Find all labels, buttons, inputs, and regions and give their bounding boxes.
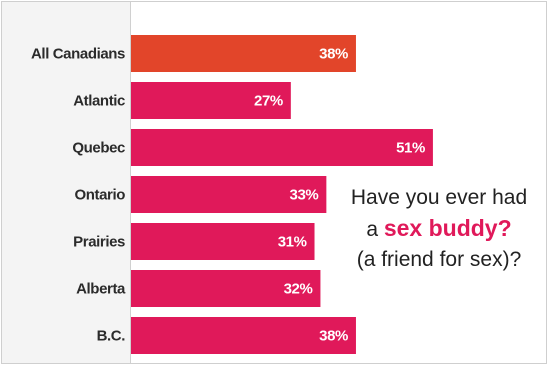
- category-label: Ontario: [74, 187, 125, 204]
- bar-b-c: [131, 317, 356, 354]
- value-label: 38%: [319, 46, 348, 63]
- value-label: 31%: [278, 234, 307, 251]
- category-label: Quebec: [72, 140, 125, 157]
- value-label: 32%: [284, 281, 313, 298]
- bar-alberta: [131, 270, 321, 307]
- bar-quebec: [131, 129, 433, 166]
- category-label: Prairies: [73, 234, 125, 251]
- category-label: Alberta: [76, 281, 126, 298]
- question-highlight: sex buddy?: [383, 215, 512, 241]
- category-label: B.C.: [97, 328, 126, 345]
- category-label: All Canadians: [31, 46, 125, 63]
- question-line-1: Have you ever had: [350, 186, 528, 209]
- bars-layer: All Canadians 38% Atlantic 27% Quebec 51% Onta…: [31, 35, 433, 354]
- value-label: 33%: [290, 187, 319, 204]
- category-label: Atlantic: [73, 93, 125, 110]
- value-label: 38%: [319, 328, 348, 345]
- question-line-2: a sex buddy?: [336, 213, 542, 245]
- bar-atlantic: [131, 82, 291, 119]
- bar-ontario: [131, 176, 327, 213]
- value-label: 51%: [396, 140, 425, 157]
- chart-question-annotation: Have you ever had a sex buddy? (a friend…: [336, 183, 542, 275]
- question-line-2-prefix: a: [366, 218, 384, 241]
- value-label: 27%: [254, 93, 283, 110]
- question-line-3: (a friend for sex)?: [356, 248, 522, 271]
- label-column-shade: [2, 2, 130, 363]
- bar-all-canadians: [131, 35, 356, 72]
- bar-prairies: [131, 223, 315, 260]
